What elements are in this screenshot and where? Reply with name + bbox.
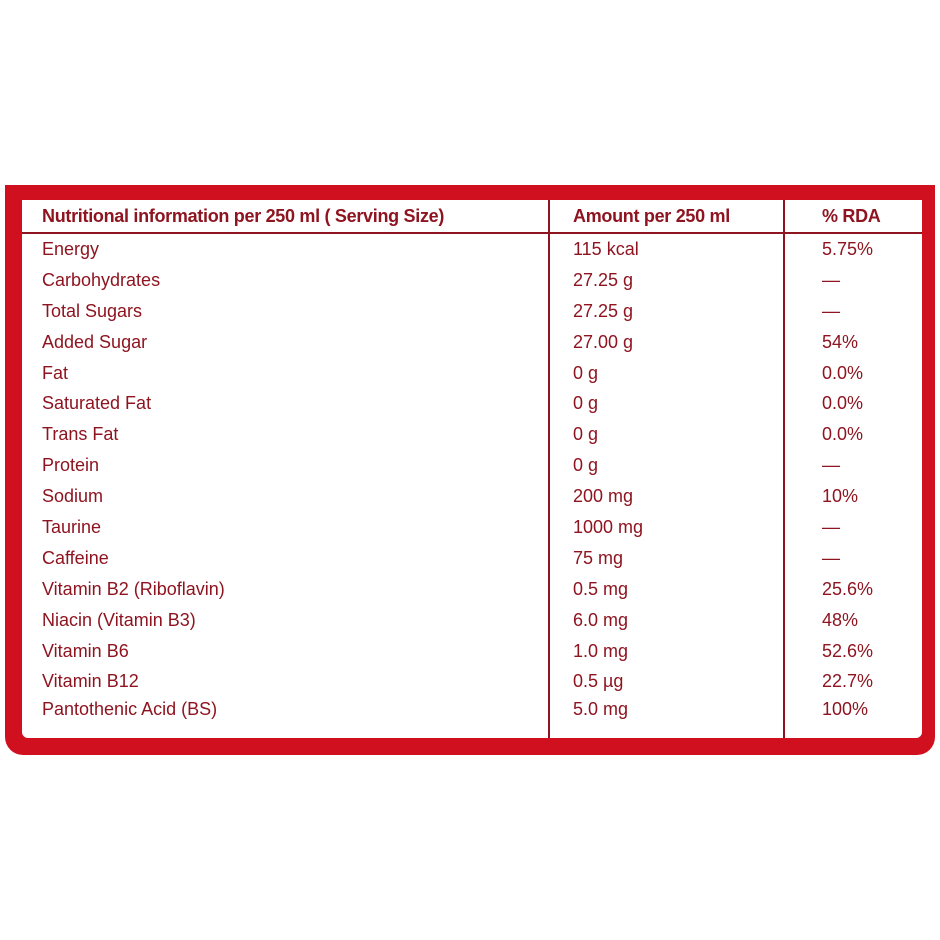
amount: 0 g	[548, 388, 784, 420]
rda: —	[783, 450, 922, 482]
amount: 5.0 mg	[548, 697, 784, 738]
nutrient-name: Saturated Fat	[42, 393, 152, 414]
header-row: Nutritional information per 250 ml ( Ser…	[22, 200, 922, 234]
table-row: Trans Fat 0 g 0.0%	[22, 419, 922, 451]
nutrient-name: Total Sugars	[42, 300, 143, 321]
amount: 0 g	[548, 357, 784, 389]
nutrient-name: Trans Fat	[42, 424, 119, 445]
nutrient-name: Fat	[42, 362, 69, 383]
rda: 22.7%	[783, 666, 922, 698]
table-row: Added Sugar 27.00 g 54%	[22, 326, 922, 358]
table-row: Carbohydrates 27.25 g —	[22, 264, 922, 296]
nutrient-name: Pantothenic Acid (BS)	[42, 699, 218, 720]
nutrient-name: Vitamin B2 (Riboflavin)	[42, 578, 225, 599]
amount: 0.5 µg	[548, 666, 784, 698]
rda: 0.0%	[783, 388, 922, 420]
table-row: Vitamin B6 1.0 mg 52.6%	[22, 635, 922, 667]
rda: 0.0%	[783, 357, 922, 389]
rda: —	[783, 295, 922, 327]
rda: 52.6%	[783, 635, 922, 667]
amount: 200 mg	[548, 481, 784, 513]
rda: —	[783, 264, 922, 296]
amount: 1000 mg	[548, 512, 784, 543]
label-panel: Nutritional information per 250 ml ( Ser…	[22, 200, 922, 738]
rda: 100%	[783, 697, 922, 738]
table-row: Fat 0 g 0.0%	[22, 357, 922, 389]
amount: 27.25 g	[548, 264, 784, 296]
amount: 0 g	[548, 450, 784, 482]
rda: 54%	[783, 326, 922, 358]
nutrient-name: Added Sugar	[42, 331, 148, 352]
table-row: Vitamin B12 0.5 µg 22.7%	[22, 666, 922, 698]
rda: —	[783, 512, 922, 543]
nutrient-name: Protein	[42, 455, 100, 476]
rda: 0.0%	[783, 419, 922, 451]
rda: 10%	[783, 481, 922, 513]
table-row: Saturated Fat 0 g 0.0%	[22, 388, 922, 420]
nutrient-name: Taurine	[42, 516, 102, 537]
header-cell: % RDA	[783, 200, 922, 234]
nutrient-name: Niacin (Vitamin B3)	[42, 609, 196, 630]
rda: 25.6%	[783, 573, 922, 605]
table-row: Sodium 200 mg 10%	[22, 481, 922, 513]
nutrient-name: Vitamin B6	[42, 640, 129, 661]
rda: —	[783, 542, 922, 574]
amount: 115 kcal	[548, 233, 784, 265]
label-frame: Nutritional information per 250 ml ( Ser…	[5, 185, 935, 755]
nutrient-name: Vitamin B12	[42, 671, 139, 692]
table-row: Pantothenic Acid (BS) 5.0 mg 100%	[22, 697, 922, 738]
amount: 27.25 g	[548, 295, 784, 327]
rda: 5.75%	[783, 233, 922, 265]
header-cell: Amount per 250 ml	[548, 200, 784, 234]
amount: 75 mg	[548, 542, 784, 574]
nutrient-name: Caffeine	[42, 547, 109, 568]
nutrient-name: Energy	[42, 238, 100, 259]
table-body: Energy 115 kcal 5.75% Carbohydrates 27.25 g —…	[22, 233, 922, 738]
rda: 48%	[783, 604, 922, 636]
amount: 0 g	[548, 419, 784, 451]
amount: 1.0 mg	[548, 635, 784, 667]
amount: 6.0 mg	[548, 604, 784, 636]
table-row: Protein 0 g —	[22, 450, 922, 482]
table-row: Energy 115 kcal 5.75%	[22, 233, 922, 265]
amount: 0.5 mg	[548, 573, 784, 605]
amount: 27.00 g	[548, 326, 784, 358]
nutrient-name: Sodium	[42, 486, 104, 507]
nutrient-name: Carbohydrates	[42, 269, 161, 290]
header-cell: Nutritional information per 250 ml ( Ser…	[22, 200, 549, 234]
table-row: Caffeine 75 mg —	[22, 542, 922, 574]
table-row: Niacin (Vitamin B3) 6.0 mg 48%	[22, 604, 922, 636]
table-row: Vitamin B2 (Riboflavin) 0.5 mg 25.6%	[22, 573, 922, 605]
table-row: Taurine 1000 mg —	[22, 512, 922, 543]
table-row: Total Sugars 27.25 g —	[22, 295, 922, 327]
nutrition-table: Nutritional information per 250 ml ( Ser…	[22, 200, 922, 738]
